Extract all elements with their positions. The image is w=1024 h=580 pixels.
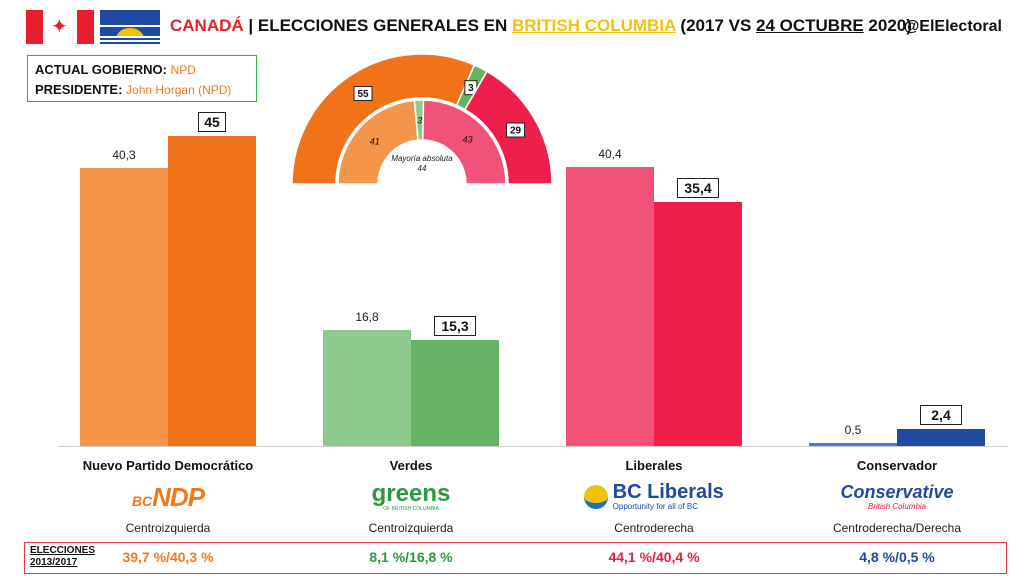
twitter-handle: @ElElectoral	[903, 18, 1002, 35]
value-label-2017: 40,4	[598, 147, 622, 162]
seat-label-box	[506, 122, 526, 138]
seats-2020-seat-label: 3	[468, 83, 474, 94]
country-name: CANADÁ	[170, 16, 244, 35]
conservative-logo-sub: British Columbia	[867, 502, 927, 511]
ndp-logo-prefix: BC	[131, 493, 153, 509]
seat-hemicycle: 55 3 29 41 3 43	[291, 54, 553, 185]
government-value: NPD	[170, 63, 196, 77]
value-label-2017: 0,5	[844, 422, 862, 437]
party-ideology: Centroderecha/Derecha	[832, 521, 962, 535]
ndp-logo-text: NDP	[152, 482, 205, 512]
previous-elections-result: 4,8 %/0,5 %	[859, 549, 935, 565]
party-name: Verdes	[389, 458, 433, 473]
seats-2020-segment	[291, 54, 476, 185]
bc-liberals-logo-sub: Opportunity for all of BC	[612, 502, 699, 511]
seats-2017-seat-label: 41	[370, 136, 380, 146]
value-label-2020: 2,4	[920, 405, 962, 426]
bar-2020	[897, 429, 985, 446]
british-columbia-flag-icon	[100, 10, 160, 44]
page-title: CANADÁ | ELECCIONES GENERALES EN BRITISH…	[170, 16, 912, 35]
president-value: John Horgan (NPD)	[126, 83, 232, 97]
region-name: BRITISH COLUMBIA	[511, 16, 676, 35]
value-label-2020: 45	[198, 111, 226, 132]
seats-2017-seat-label: 3	[417, 116, 422, 126]
previous-elections-label: ELECCIONES 2013/2017	[30, 545, 96, 568]
seats-2017-segment	[337, 99, 419, 185]
previous-elections-result: 44,1 %/40,4 %	[608, 549, 700, 565]
party-name: Nuevo Partido Democrático	[82, 458, 254, 473]
party-logo: BC Liberals Opportunity for all of BC	[559, 482, 749, 511]
bar-2017	[323, 330, 411, 446]
party-name: Conservador	[856, 458, 938, 473]
bar-2017	[80, 167, 168, 446]
president-label: PRESIDENTE:	[35, 82, 123, 97]
previous-elections-result: 8,1 %/16,8 %	[369, 549, 453, 565]
seat-label-box	[353, 86, 373, 102]
bar-2017	[809, 442, 897, 446]
party-ideology: Centroizquierda	[368, 521, 454, 535]
party-ideology: Centroizquierda	[125, 521, 211, 535]
government-box: ACTUAL GOBIERNO: NPD PRESIDENTE: John Ho…	[27, 55, 257, 102]
majority-label: Mayoría absoluta 44	[391, 154, 453, 173]
party-logo: greens OF BRITISH COLUMBIA	[316, 480, 506, 513]
bc-liberals-sun-icon	[584, 484, 609, 509]
party-logo: Conservative British Columbia	[802, 482, 992, 511]
seats-2020-seat-label: 29	[510, 126, 522, 137]
conservative-logo-text: Conservative	[840, 482, 954, 502]
value-label-2017: 40,3	[112, 147, 136, 162]
value-label-2020: 15,3	[434, 316, 476, 337]
canada-flag-icon: ✦	[26, 10, 94, 44]
seats-2017-seat-label: 43	[463, 135, 473, 145]
bar-2020	[654, 201, 742, 446]
party-name: Liberales	[625, 458, 683, 473]
bc-liberals-logo-text: BC Liberals	[612, 481, 724, 503]
seats-2017-segment	[422, 99, 507, 185]
government-label: ACTUAL GOBIERNO:	[35, 62, 167, 77]
previous-elections-result: 39,7 %/40,3 %	[122, 549, 214, 565]
value-label-2017: 16,8	[355, 310, 379, 325]
greens-logo-sub: OF BRITISH COLUMBIA	[383, 506, 439, 512]
chart-baseline	[58, 446, 1008, 447]
bar-2020	[168, 135, 256, 446]
election-date: 24 OCTUBRE	[756, 16, 864, 35]
bar-2017	[566, 167, 654, 446]
party-ideology: Centroderecha	[614, 521, 694, 535]
party-logo: BCNDP	[73, 482, 263, 513]
previous-elections-box	[24, 542, 1007, 574]
bar-2020	[411, 340, 499, 446]
seats-2020-seat-label: 55	[357, 89, 369, 100]
greens-logo-text: greens	[371, 480, 451, 507]
value-label-2020: 35,4	[677, 177, 719, 198]
